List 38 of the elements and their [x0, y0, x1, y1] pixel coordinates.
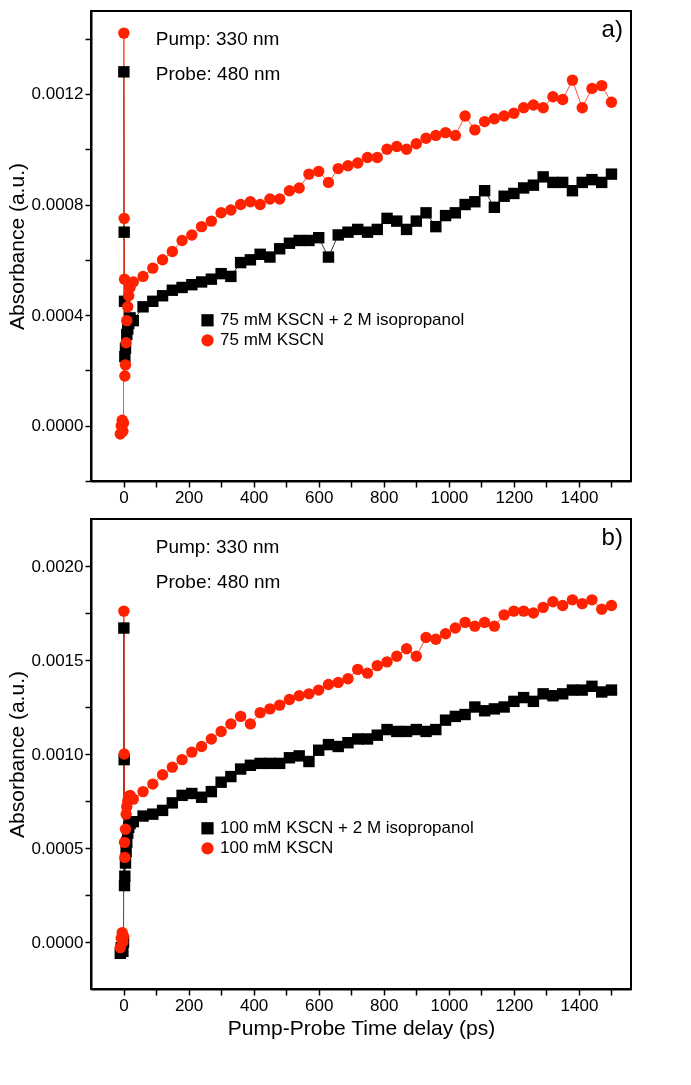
- x-tick-label: 1400: [560, 995, 599, 1015]
- x-tick-label: 1200: [495, 487, 534, 507]
- x-tick-label: 800: [370, 995, 399, 1015]
- x-tick-label: 1400: [560, 487, 599, 507]
- legend-label: 75 mM KSCN + 2 M isopropanol: [220, 310, 465, 330]
- y-tick-label: 0.0005: [31, 838, 84, 858]
- x-tick-label: 400: [239, 487, 269, 507]
- x-axis-title: Pump-Probe Time delay (ps): [227, 1015, 496, 1039]
- x-tick-label: 1200: [495, 995, 534, 1015]
- x-tick-label: 1000: [430, 995, 469, 1015]
- x-tick-label: 200: [174, 995, 204, 1015]
- x-tick-label: 0: [119, 995, 129, 1015]
- legend-label: 100 mM KSCN: [220, 838, 334, 858]
- x-tick-label: 600: [305, 487, 334, 507]
- y-tick-label: 0.0000: [31, 932, 84, 952]
- y-tick-label: 0.0000: [31, 416, 84, 436]
- x-tick-label: 400: [239, 995, 269, 1015]
- x-tick-label: 200: [174, 487, 204, 507]
- legend-label: 100 mM KSCN + 2 M isopropanol: [220, 818, 474, 838]
- annotation: a): [601, 14, 623, 42]
- y-axis-title: Absorbance (a.u.): [4, 163, 28, 330]
- y-axis-title: Absorbance (a.u.): [4, 671, 28, 838]
- x-tick-label: 0: [119, 487, 129, 507]
- annotation: b): [601, 522, 623, 550]
- y-tick-label: 0.0012: [31, 84, 84, 104]
- legend-label: 75 mM KSCN: [220, 330, 324, 350]
- x-tick-label: 1000: [430, 487, 469, 507]
- annotation: Pump: 330 nm: [155, 28, 280, 50]
- y-tick-label: 0.0004: [31, 305, 84, 325]
- annotation: Probe: 480 nm: [155, 63, 281, 85]
- y-tick-label: 0.0020: [31, 556, 84, 576]
- y-tick-label: 0.0008: [31, 195, 84, 215]
- x-tick-label: 600: [305, 995, 334, 1015]
- y-tick-label: 0.0015: [31, 650, 84, 670]
- annotation: Probe: 480 nm: [155, 571, 281, 593]
- annotation: Pump: 330 nm: [155, 536, 280, 558]
- x-tick-label: 800: [370, 487, 399, 507]
- y-tick-label: 0.0010: [31, 744, 84, 764]
